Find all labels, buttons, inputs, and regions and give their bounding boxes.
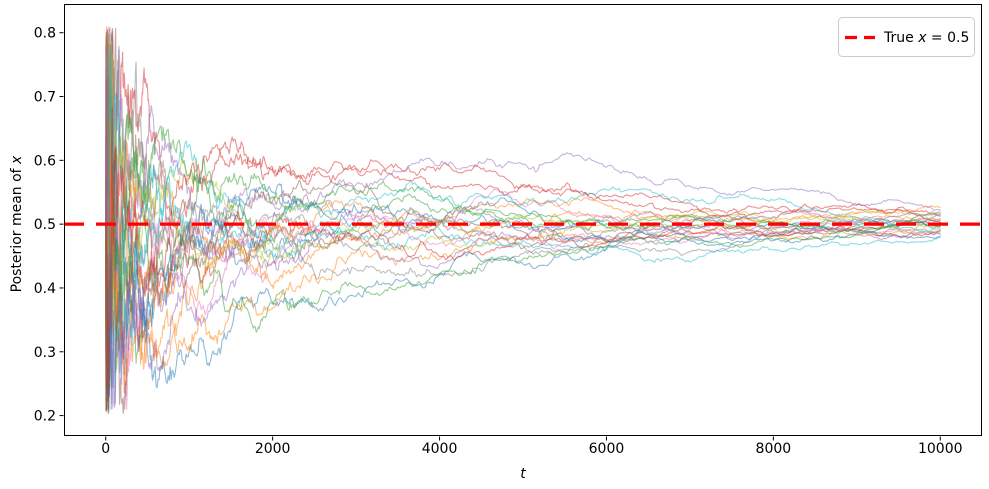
x-tick-label: 10000 xyxy=(918,441,963,457)
trace-01 xyxy=(105,135,941,413)
y-tick-label: 0.6 xyxy=(34,153,56,169)
trace-06 xyxy=(105,27,941,412)
x-tick-label: 2000 xyxy=(255,441,291,457)
trace-25 xyxy=(105,38,941,410)
legend-box xyxy=(838,17,975,57)
legend: True x = 0.5 xyxy=(838,17,975,57)
x-tick-label: 0 xyxy=(101,441,110,457)
y-axis-ticks: 0.2 0.3 0.4 0.5 0.6 0.7 0.8 xyxy=(34,26,64,425)
trace-14 xyxy=(105,29,941,360)
trace-17 xyxy=(105,33,941,284)
plot-border xyxy=(64,4,982,436)
y-tick-label: 0.2 xyxy=(34,409,56,425)
trace-18 xyxy=(105,45,941,399)
x-axis-label: t xyxy=(520,466,526,482)
x-tick-label: 4000 xyxy=(422,441,458,457)
trace-21 xyxy=(105,140,941,410)
x-axis-ticks: 0 2000 4000 6000 8000 10000 xyxy=(101,436,963,457)
y-tick-label: 0.4 xyxy=(34,281,56,297)
y-tick-label: 0.5 xyxy=(34,217,56,233)
legend-label: True x = 0.5 xyxy=(883,30,969,46)
x-tick-label: 8000 xyxy=(756,441,792,457)
trace-23 xyxy=(105,32,941,389)
y-tick-label: 0.8 xyxy=(34,26,56,42)
x-tick-label: 6000 xyxy=(589,441,625,457)
trace-24 xyxy=(105,80,941,412)
y-tick-label: 0.7 xyxy=(34,90,56,106)
trace-04 xyxy=(105,35,941,410)
y-tick-label: 0.3 xyxy=(34,345,56,361)
y-axis-label: Posterior mean of x xyxy=(9,155,25,292)
trace-lines-group xyxy=(105,25,941,415)
